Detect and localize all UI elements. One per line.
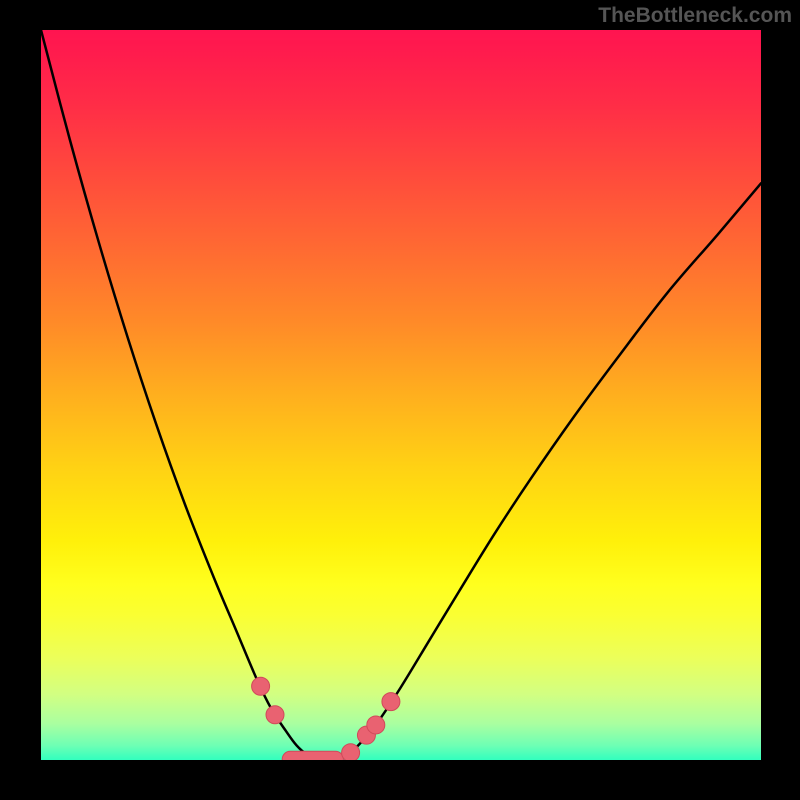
plot-area (41, 30, 761, 760)
chart-svg (41, 30, 761, 760)
chart-container: TheBottleneck.com (0, 0, 800, 800)
watermark-text: TheBottleneck.com (598, 4, 792, 28)
